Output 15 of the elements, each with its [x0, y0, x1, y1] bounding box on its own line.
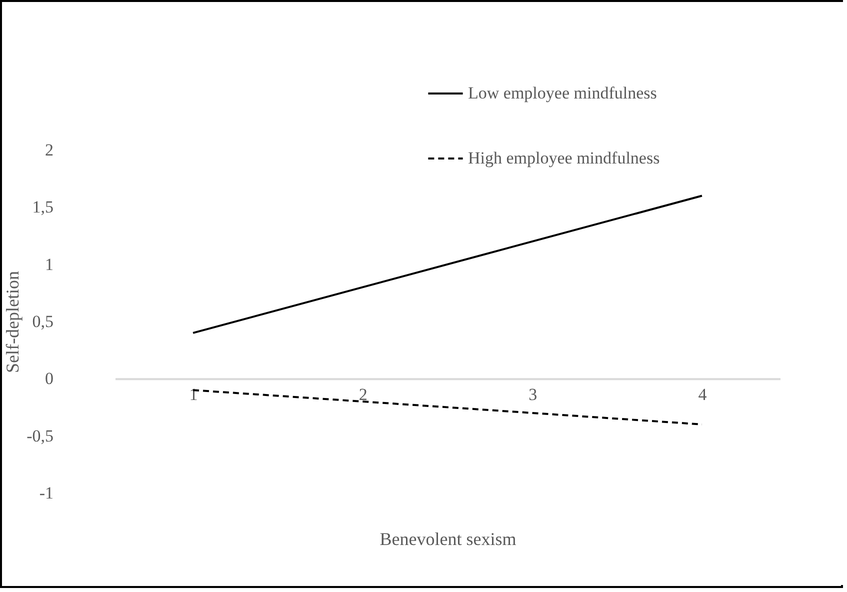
legend-label: Low employee mindfulness: [468, 84, 657, 102]
x-axis-title: Benevolent sexism: [380, 529, 516, 550]
y-tick-label: 0: [45, 369, 54, 388]
x-tick-label: 4: [698, 385, 708, 404]
y-tick-label: -1: [39, 484, 54, 502]
y-tick-label: 1: [45, 254, 54, 274]
x-tick-label: 3: [528, 385, 538, 404]
y-tick-label: 1,5: [32, 198, 54, 217]
y-tick-label: -0,5: [26, 426, 54, 446]
y-tick-label: 2: [45, 140, 54, 160]
x-tick-label: 2: [358, 385, 368, 404]
line-series: [192, 194, 703, 334]
y-tick-label: 0,5: [32, 312, 54, 331]
legend-label: High employee mindfulness: [468, 148, 660, 168]
y-axis-title: Self-depletion: [2, 271, 23, 373]
